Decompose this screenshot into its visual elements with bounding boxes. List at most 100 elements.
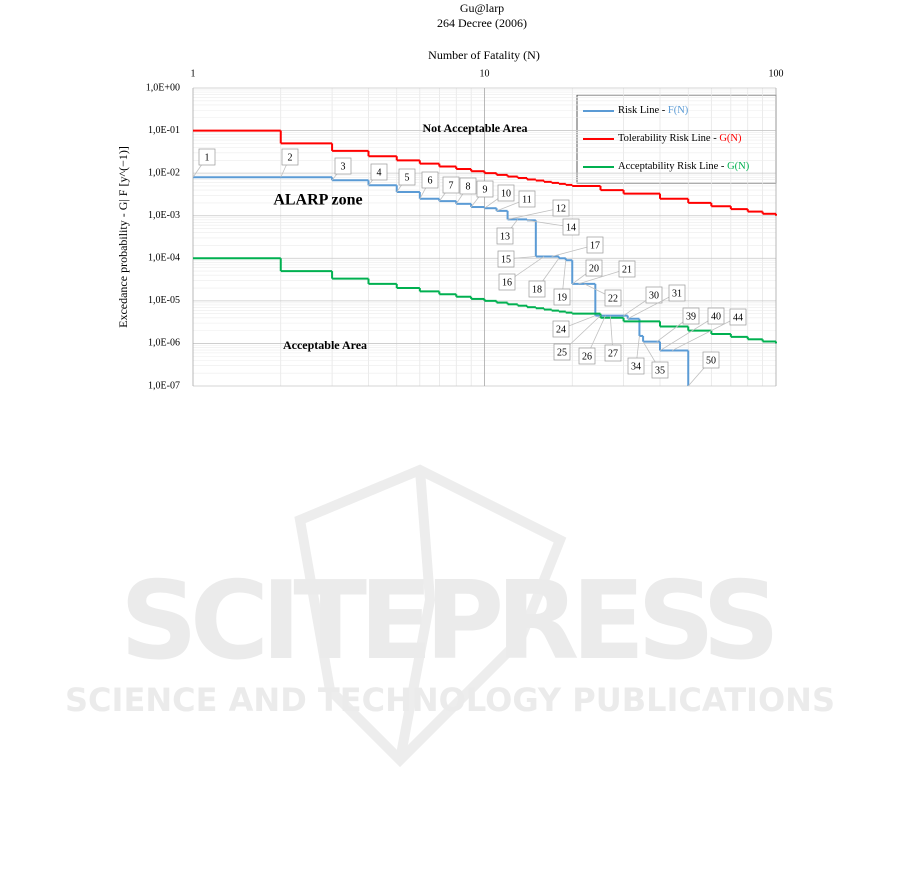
legend-label-fn: G(N) xyxy=(719,133,742,144)
label-box xyxy=(476,180,494,198)
x-tick-label: 1 xyxy=(191,68,196,79)
label-box xyxy=(604,344,622,362)
label-box xyxy=(651,361,669,379)
legend-label: Risk Line - F(N) xyxy=(618,105,689,116)
point-label: 15 xyxy=(501,254,511,265)
label-box xyxy=(586,236,604,254)
label-box xyxy=(421,171,439,189)
point-label: 8 xyxy=(466,181,471,192)
point-label: 44 xyxy=(733,312,743,323)
label-box xyxy=(604,289,622,307)
point-label: 19 xyxy=(557,292,567,303)
area-annotation: ALARP zone xyxy=(273,192,362,209)
label-box xyxy=(442,176,460,194)
point-label: 26 xyxy=(582,351,592,362)
label-box xyxy=(618,260,636,278)
point-label: 10 xyxy=(501,188,511,199)
y-tick-label: 1,0E-04 xyxy=(148,253,180,264)
label-box xyxy=(518,190,536,208)
y-axis-label: Excedance probability - G| F [y^(−1)] xyxy=(116,146,130,328)
point-label: 3 xyxy=(341,161,346,172)
label-box xyxy=(645,286,663,304)
legend-label-text: Risk Line - xyxy=(618,105,668,116)
label-leader xyxy=(659,315,717,351)
x-axis-label: Number of Fatality (N) xyxy=(428,48,540,62)
label-box xyxy=(729,308,747,326)
y-tick-label: 1,0E-05 xyxy=(148,295,180,306)
label-box xyxy=(552,199,570,217)
y-tick-label: 1,0E-07 xyxy=(148,380,180,391)
label-box xyxy=(585,259,603,277)
watermark-spine xyxy=(395,469,436,761)
point-label: 50 xyxy=(706,355,716,366)
legend-label: Tolerability Risk Line - G(N) xyxy=(618,133,742,144)
label-box xyxy=(497,184,515,202)
point-label: 39 xyxy=(686,311,696,322)
label-box xyxy=(553,343,571,361)
point-label: 11 xyxy=(522,194,532,205)
legend-label-text: Acceptability Risk Line - xyxy=(618,161,727,172)
point-label: 30 xyxy=(649,290,659,301)
point-label: 14 xyxy=(566,222,576,233)
legend-label: Acceptability Risk Line - G(N) xyxy=(618,161,750,172)
watermark-subtitle: SCIENCE AND TECHNOLOGY PUBLICATIONS xyxy=(65,681,835,719)
label-box xyxy=(198,148,216,166)
label-box xyxy=(562,218,580,236)
y-tick-label: 1,0E+00 xyxy=(146,82,180,93)
label-box xyxy=(668,284,686,302)
point-label: 24 xyxy=(556,324,566,335)
label-box xyxy=(281,148,299,166)
area-annotation: Not Acceptable Area xyxy=(422,121,527,135)
point-label: 22 xyxy=(608,293,618,304)
label-leader xyxy=(671,316,739,351)
x-tick-label: 100 xyxy=(769,68,784,79)
label-box xyxy=(627,357,645,375)
point-label: 34 xyxy=(631,361,641,372)
point-label: 4 xyxy=(377,167,382,178)
series-line xyxy=(193,129,777,216)
watermark-shape xyxy=(294,464,567,768)
label-box xyxy=(496,227,514,245)
point-label: 21 xyxy=(622,264,632,275)
x-tick-label: 10 xyxy=(480,68,490,79)
point-label: 25 xyxy=(557,347,567,358)
label-box xyxy=(334,157,352,175)
point-label: 12 xyxy=(556,203,566,214)
point-label: 31 xyxy=(672,288,682,299)
y-tick-label: 1,0E-02 xyxy=(148,167,180,178)
y-tick-label: 1,0E-03 xyxy=(148,210,180,221)
point-label: 9 xyxy=(483,184,488,195)
series-line xyxy=(193,257,777,344)
label-box xyxy=(498,273,516,291)
label-box xyxy=(702,351,720,369)
watermark-title: SCITEPRESS xyxy=(120,559,780,684)
point-label: 6 xyxy=(428,175,433,186)
point-label: 1 xyxy=(205,152,210,163)
label-box xyxy=(398,168,416,186)
chart-subtitle: 264 Decree (2006) xyxy=(437,16,527,30)
point-label: 13 xyxy=(500,231,510,242)
label-box xyxy=(553,288,571,306)
legend-label-fn: F(N) xyxy=(668,105,689,116)
point-label: 7 xyxy=(449,180,454,191)
label-box xyxy=(682,307,700,325)
label-leader xyxy=(507,207,562,220)
label-box xyxy=(497,250,515,268)
point-label: 5 xyxy=(405,172,410,183)
y-tick-label: 1,0E-06 xyxy=(148,338,180,349)
point-label: 27 xyxy=(608,348,618,359)
label-box xyxy=(707,307,725,325)
label-box xyxy=(578,347,596,365)
legend-label-fn: G(N) xyxy=(727,161,750,172)
point-label: 17 xyxy=(590,240,600,251)
area-annotation: Acceptable Area xyxy=(283,338,367,352)
point-label: 2 xyxy=(288,152,293,163)
point-label: 35 xyxy=(655,365,665,376)
legend-label-text: Tolerability Risk Line - xyxy=(618,133,719,144)
label-box xyxy=(459,177,477,195)
label-box xyxy=(528,280,546,298)
label-box xyxy=(370,163,388,181)
